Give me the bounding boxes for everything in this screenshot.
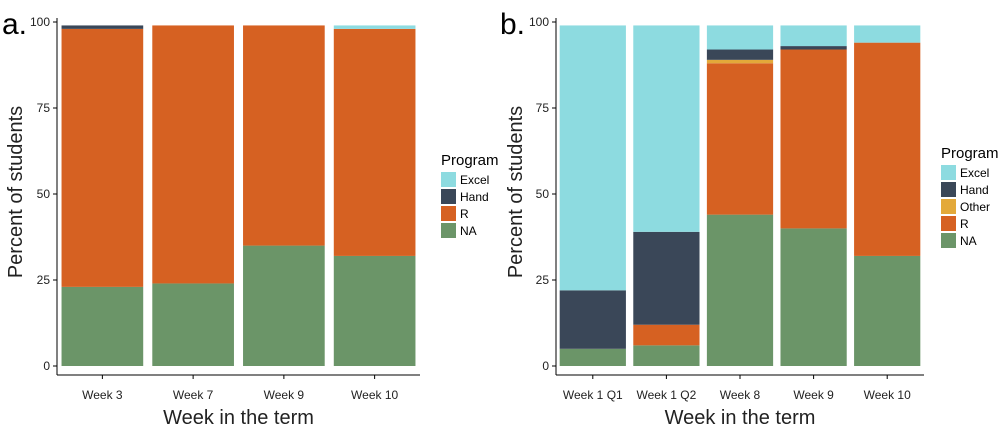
- panel-b-legend-swatch-other: [941, 199, 956, 214]
- panel-b-label: b.: [500, 8, 525, 41]
- panel-b-legend-swatch-hand: [941, 182, 956, 197]
- panel-b-x-tick-label-week-9: Week 9: [793, 388, 834, 402]
- panel-a-y-tick-label-75: 75: [37, 101, 51, 115]
- panel-a-bar-week-10-na: [333, 255, 416, 366]
- panel-b-x-tick-label-week-1-q1: Week 1 Q1: [563, 388, 623, 402]
- panel-a-legend-swatch-na: [441, 223, 456, 238]
- panel-b-bar-week-1-q1-hand: [559, 290, 626, 349]
- panel-a-legend-title: Program: [441, 152, 499, 169]
- panel-b-bar-week-8-other: [706, 59, 774, 64]
- panel-b-legend-title: Program: [941, 145, 999, 162]
- panel-a-legend-label-hand: Hand: [460, 190, 489, 204]
- panel-b-bar-week-1-q1-na: [559, 348, 626, 366]
- panel-b-bar-week-8-na: [706, 214, 774, 366]
- panel-b-bar-week-1-q2-r: [633, 324, 700, 346]
- panel-b-bar-week-9-excel: [780, 25, 847, 47]
- panel-a-y-axis-title: Percent of students: [5, 106, 27, 278]
- panel-a-y-tick-label-0: 0: [43, 359, 50, 373]
- panel-b-y-tick-label-50: 50: [536, 187, 550, 201]
- panel-b-y-tick-label-0: 0: [542, 359, 549, 373]
- panel-b-bar-week-10-r: [854, 42, 921, 256]
- panel-b-bar-week-10-na: [854, 255, 921, 366]
- panel-b-bar-week-8-hand: [706, 49, 774, 60]
- panel-b-legend-label-other: Other: [960, 200, 990, 214]
- panel-b-legend-label-na: NA: [960, 234, 977, 248]
- panel-b-x-tick-label-week-10: Week 10: [864, 388, 911, 402]
- panel-a-x-tick-label-week-9: Week 9: [264, 388, 305, 402]
- panel-a-y-tick-label-50: 50: [37, 187, 51, 201]
- panel-a-bar-week-3-r: [61, 28, 144, 287]
- panel-a-legend-swatch-r: [441, 206, 456, 221]
- panel-b-legend-swatch-excel: [941, 165, 956, 180]
- panel-b-y-axis-title: Percent of students: [505, 106, 527, 278]
- panel-a-bar-week-3-na: [61, 286, 144, 366]
- panel-b-x-tick-label-week-1-q2: Week 1 Q2: [636, 388, 696, 402]
- panel-a-bar-week-9-r: [243, 25, 325, 246]
- panel-b-bar-week-10-excel: [854, 25, 921, 43]
- panel-b-bar-week-8-excel: [706, 25, 774, 50]
- panel-a-legend-label-r: R: [460, 207, 469, 221]
- panel-b-legend-label-excel: Excel: [960, 166, 989, 180]
- panel-a-bar-week-3-hand: [61, 25, 144, 29]
- panel-a-legend-swatch-excel: [441, 172, 456, 187]
- panel-b-bar-week-8-r: [706, 63, 774, 215]
- panel-a-legend-label-excel: Excel: [460, 173, 489, 187]
- panel-a-y-tick-label-25: 25: [37, 273, 51, 287]
- panel-b-legend-label-hand: Hand: [960, 183, 989, 197]
- panel-a-bar-week-7-na: [152, 283, 234, 366]
- panel-b-y-tick-label-100: 100: [529, 15, 549, 29]
- panel-b-bar-week-1-q2-excel: [633, 25, 700, 232]
- panel-a-x-tick-label-week-10: Week 10: [351, 388, 398, 402]
- panel-b-y-tick-label-25: 25: [536, 273, 550, 287]
- panel-a-bar-week-10-excel: [333, 25, 416, 29]
- panel-a-x-tick-label-week-3: Week 3: [82, 388, 123, 402]
- panel-b-bar-week-1-q2-na: [633, 345, 700, 366]
- panel-a-bar-week-10-r: [333, 28, 416, 256]
- panel-b-bar-week-9-na: [780, 228, 847, 366]
- panel-a-bar-week-7-r: [152, 25, 234, 284]
- panel-a-x-axis-title: Week in the term: [163, 407, 314, 429]
- panel-a-legend-swatch-hand: [441, 189, 456, 204]
- panel-a-bar-week-9-na: [243, 245, 325, 366]
- panel-b-legend-swatch-r: [941, 216, 956, 231]
- panel-a-label: a.: [2, 8, 27, 41]
- panel-b-bar-week-9-r: [780, 49, 847, 229]
- panel-b-bar-week-1-q1-excel: [559, 25, 626, 291]
- panel-a-x-tick-label-week-7: Week 7: [173, 388, 214, 402]
- panel-a-legend-label-na: NA: [460, 224, 477, 238]
- panel-b-legend-swatch-na: [941, 233, 956, 248]
- panel-b-x-tick-label-week-8: Week 8: [720, 388, 761, 402]
- panel-b-x-axis-title: Week in the term: [665, 407, 816, 429]
- panel-a-y-tick-label-100: 100: [30, 15, 50, 29]
- panel-b-legend-label-r: R: [960, 217, 969, 231]
- panel-b-y-tick-label-75: 75: [536, 101, 550, 115]
- panel-b-bar-week-9-hand: [780, 46, 847, 50]
- panel-b-bar-week-1-q2-hand: [633, 231, 700, 325]
